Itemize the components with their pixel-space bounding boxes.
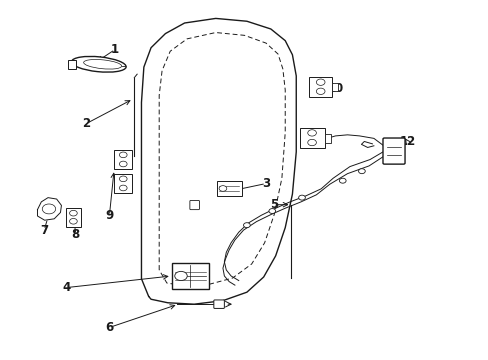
Circle shape bbox=[42, 204, 56, 214]
Circle shape bbox=[219, 186, 226, 191]
Circle shape bbox=[339, 178, 346, 183]
Text: 11: 11 bbox=[310, 132, 326, 145]
Circle shape bbox=[316, 79, 325, 85]
Text: 1: 1 bbox=[111, 43, 119, 56]
Text: 6: 6 bbox=[105, 321, 113, 334]
Circle shape bbox=[119, 161, 127, 167]
FancyBboxPatch shape bbox=[114, 150, 132, 170]
FancyBboxPatch shape bbox=[331, 83, 337, 91]
Text: 3: 3 bbox=[262, 177, 269, 190]
Circle shape bbox=[69, 210, 77, 216]
Text: 9: 9 bbox=[105, 210, 113, 222]
FancyBboxPatch shape bbox=[324, 134, 330, 143]
Ellipse shape bbox=[71, 57, 126, 72]
Circle shape bbox=[268, 208, 275, 213]
Circle shape bbox=[316, 88, 325, 94]
FancyBboxPatch shape bbox=[213, 300, 224, 309]
Text: 8: 8 bbox=[72, 228, 80, 241]
Text: 12: 12 bbox=[399, 135, 415, 148]
Text: 2: 2 bbox=[82, 117, 90, 130]
Ellipse shape bbox=[83, 59, 122, 69]
Text: 4: 4 bbox=[62, 281, 70, 294]
Polygon shape bbox=[38, 198, 61, 220]
FancyBboxPatch shape bbox=[171, 263, 208, 289]
FancyBboxPatch shape bbox=[67, 60, 76, 68]
Circle shape bbox=[119, 176, 127, 182]
Text: 5: 5 bbox=[269, 198, 278, 211]
Circle shape bbox=[243, 223, 250, 228]
Text: 10: 10 bbox=[327, 82, 343, 95]
FancyBboxPatch shape bbox=[216, 181, 241, 196]
Circle shape bbox=[358, 169, 365, 174]
FancyBboxPatch shape bbox=[382, 138, 404, 164]
Circle shape bbox=[69, 219, 77, 224]
Circle shape bbox=[307, 130, 316, 136]
Circle shape bbox=[307, 139, 316, 146]
Text: 7: 7 bbox=[40, 224, 48, 237]
Circle shape bbox=[119, 152, 127, 158]
Circle shape bbox=[119, 185, 127, 191]
FancyBboxPatch shape bbox=[189, 201, 199, 210]
Circle shape bbox=[174, 271, 187, 280]
FancyBboxPatch shape bbox=[299, 128, 324, 148]
FancyBboxPatch shape bbox=[114, 174, 132, 193]
Circle shape bbox=[298, 195, 305, 200]
FancyBboxPatch shape bbox=[308, 77, 331, 97]
FancyBboxPatch shape bbox=[66, 208, 81, 226]
